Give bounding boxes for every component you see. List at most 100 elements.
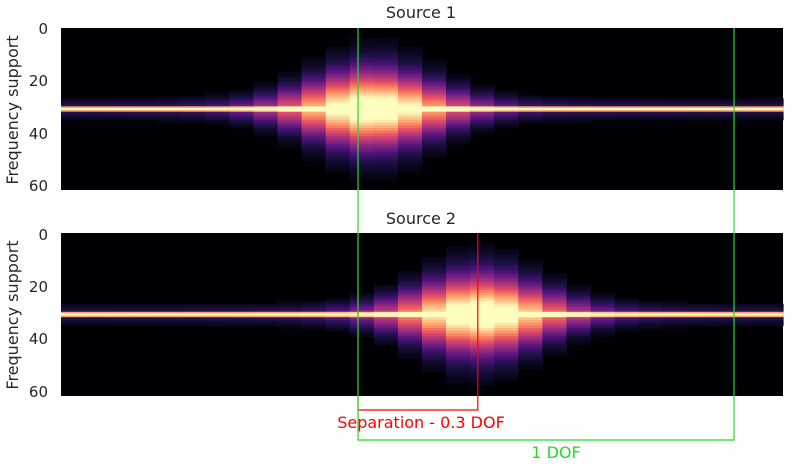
heatmap-cell bbox=[397, 149, 423, 153]
heatmap-cell bbox=[446, 366, 471, 370]
heatmap-cell bbox=[397, 146, 423, 151]
heatmap-cell bbox=[205, 303, 231, 307]
heatmap-cell bbox=[229, 109, 255, 113]
heatmap-cell bbox=[662, 317, 688, 321]
heatmap-cell bbox=[349, 149, 375, 153]
heatmap-cell bbox=[590, 117, 616, 121]
heatmap-cell bbox=[397, 76, 423, 80]
heatmap-cell bbox=[325, 141, 351, 145]
heatmap-cell bbox=[494, 262, 519, 267]
heatmap-cell bbox=[373, 146, 399, 151]
heatmap-cell bbox=[734, 309, 760, 313]
heatmap-cell bbox=[614, 114, 640, 118]
heatmap-cell bbox=[710, 98, 736, 102]
heatmap-cell bbox=[494, 95, 519, 99]
heatmap-cell bbox=[157, 322, 182, 326]
heatmap-cell bbox=[397, 276, 423, 280]
heatmap-cell bbox=[518, 366, 543, 370]
heatmap-cell bbox=[614, 314, 640, 318]
heatmap-cell bbox=[422, 322, 447, 326]
heatmap-cell bbox=[590, 100, 616, 105]
heatmap-cell bbox=[446, 119, 471, 124]
heatmap-cell bbox=[253, 122, 279, 126]
heatmap-cell bbox=[397, 114, 423, 118]
heatmap-cell bbox=[397, 168, 423, 172]
heatmap-cell bbox=[349, 71, 375, 75]
heatmap-cell bbox=[349, 87, 375, 91]
heatmap-cell bbox=[205, 103, 231, 107]
heatmap-cell bbox=[325, 87, 351, 91]
heatmap-cell bbox=[734, 117, 760, 121]
heatmap-cell bbox=[662, 306, 688, 310]
heatmap-cell bbox=[373, 157, 399, 161]
heatmap-cell bbox=[470, 252, 495, 256]
heatmap-cell bbox=[542, 295, 567, 299]
heatmap-cell bbox=[542, 317, 567, 321]
heatmap-cell bbox=[422, 341, 447, 345]
heatmap-cell bbox=[301, 65, 327, 70]
heatmap-cell bbox=[373, 82, 399, 86]
heatmap-cell bbox=[590, 111, 616, 115]
heatmap-cell bbox=[422, 338, 447, 343]
heatmap-cell bbox=[253, 133, 279, 137]
heatmap-cell bbox=[494, 292, 519, 297]
heatmap-cell bbox=[446, 349, 471, 354]
heatmap-cell bbox=[470, 246, 495, 250]
heatmap-cell bbox=[253, 98, 279, 102]
heatmap-cell bbox=[277, 303, 303, 307]
heatmap-cell bbox=[494, 111, 519, 115]
heatmap-cell bbox=[494, 328, 519, 332]
heatmap-cell bbox=[397, 154, 423, 159]
heatmap-cell bbox=[494, 92, 519, 97]
heatmap-cell bbox=[325, 146, 351, 151]
heatmap-cell bbox=[734, 317, 760, 321]
heatmap-cell bbox=[470, 338, 495, 343]
heatmap-cell bbox=[373, 87, 399, 91]
heatmap-cell bbox=[349, 44, 375, 48]
heatmap-cell bbox=[422, 325, 447, 329]
heatmap-cell bbox=[277, 319, 303, 324]
heatmap-cell bbox=[61, 322, 86, 326]
heatmap-cell bbox=[446, 95, 471, 99]
heatmap-cell bbox=[229, 98, 255, 102]
heatmap-cell bbox=[614, 309, 640, 313]
heatmap-cell bbox=[590, 303, 616, 307]
heatmap-cell bbox=[397, 319, 423, 324]
panel-2-ytick: 40 bbox=[29, 330, 48, 348]
heatmap-cell bbox=[686, 114, 712, 118]
heatmap-cell bbox=[446, 117, 471, 121]
heatmap-cell bbox=[518, 109, 543, 113]
heatmap-cell bbox=[518, 352, 543, 356]
heatmap-cell bbox=[494, 109, 519, 113]
heatmap-cell bbox=[566, 95, 592, 99]
heatmap-cell bbox=[397, 49, 423, 53]
heatmap-cell bbox=[373, 130, 399, 134]
heatmap-cell bbox=[470, 363, 495, 367]
heatmap-cell bbox=[446, 246, 471, 250]
heatmap-cell bbox=[349, 292, 375, 297]
heatmap-cell bbox=[470, 257, 495, 261]
heatmap-cell bbox=[397, 63, 423, 67]
heatmap-cell bbox=[349, 46, 375, 51]
panel-1-title: Source 1 bbox=[386, 3, 456, 22]
heatmap-cell bbox=[325, 90, 351, 94]
heatmap-cell bbox=[422, 65, 447, 70]
heatmap-cell bbox=[566, 111, 592, 115]
heatmap-cell bbox=[518, 98, 543, 102]
heatmap-cell bbox=[109, 306, 134, 310]
heatmap-cell bbox=[229, 95, 255, 99]
heatmap-cell bbox=[614, 100, 640, 105]
heatmap-cell bbox=[301, 117, 327, 121]
heatmap-cell bbox=[422, 366, 447, 370]
heatmap-cell bbox=[229, 125, 255, 129]
heatmap-cell bbox=[518, 265, 543, 269]
heatmap-cell bbox=[373, 125, 399, 129]
heatmap-cell bbox=[422, 349, 447, 354]
heatmap-cell bbox=[373, 168, 399, 172]
heatmap-cell bbox=[566, 284, 592, 288]
heatmap-cell bbox=[710, 314, 736, 318]
heatmap-cell bbox=[590, 300, 616, 305]
heatmap-cell bbox=[325, 133, 351, 137]
heatmap-cell bbox=[373, 60, 399, 64]
heatmap-cell bbox=[373, 163, 399, 167]
